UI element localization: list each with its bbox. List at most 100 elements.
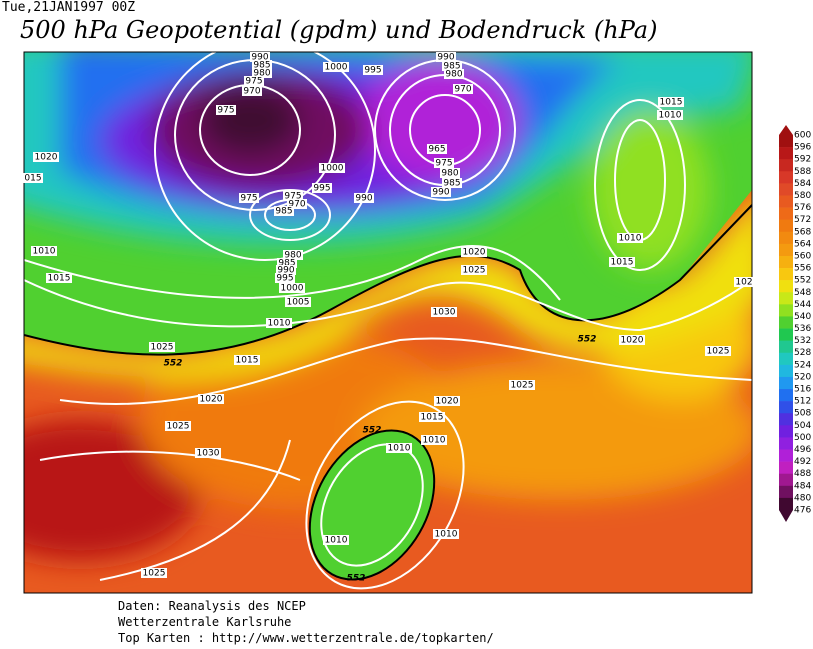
contour-label: 1025 bbox=[707, 347, 730, 357]
contour-label: 990 bbox=[277, 266, 294, 276]
contour-label: 1025 bbox=[463, 266, 486, 276]
contour-label-bg bbox=[23, 173, 43, 183]
colorbar-label: 508 bbox=[794, 409, 811, 419]
colorbar-label: 480 bbox=[794, 493, 811, 503]
contour-label: 985 bbox=[253, 61, 270, 71]
contour-label: 970 bbox=[243, 87, 260, 97]
colorbar-label: 548 bbox=[794, 288, 811, 298]
contour-label-bg bbox=[165, 421, 191, 431]
contour-label-bg bbox=[276, 265, 296, 275]
contour-label: 975 bbox=[284, 192, 301, 202]
colorbar-label: 528 bbox=[794, 348, 811, 358]
contour-label: 1020 bbox=[621, 336, 644, 346]
colorbar-swatch bbox=[779, 352, 793, 366]
colorbar-swatch bbox=[779, 425, 793, 438]
contour-label-bg bbox=[658, 97, 684, 107]
contour-label: 970 bbox=[454, 85, 471, 95]
colorbar-label: 596 bbox=[794, 143, 811, 153]
contour-label-bg bbox=[461, 247, 487, 257]
contour-label-bg bbox=[705, 346, 731, 356]
contour-label-bg bbox=[252, 60, 272, 70]
contour-label-bg bbox=[195, 448, 221, 458]
contour-label: 1020 bbox=[35, 153, 58, 163]
contour-label-bg bbox=[46, 273, 72, 283]
colorbar-swatch bbox=[779, 340, 793, 354]
contour-label: 980 bbox=[253, 69, 270, 79]
contour-label-bg bbox=[427, 144, 447, 154]
contour-label: 980 bbox=[441, 169, 458, 179]
colorbar-swatch bbox=[779, 243, 793, 257]
contour-label: 985 bbox=[443, 62, 460, 72]
contour-label: 990 bbox=[437, 53, 454, 63]
colorbar-swatch bbox=[779, 231, 793, 245]
contour-label-bg bbox=[149, 342, 175, 352]
colorbar-label: 536 bbox=[794, 324, 811, 334]
colorbar-arrow bbox=[779, 510, 793, 522]
height-label: 552 bbox=[578, 335, 597, 345]
contour-label: 1005 bbox=[287, 298, 310, 308]
contour-label-bg bbox=[244, 76, 264, 86]
colorbar-swatch bbox=[779, 304, 793, 317]
contour-label-bg bbox=[734, 277, 754, 287]
contour-label-bg bbox=[431, 187, 451, 197]
contour-label: 975 bbox=[240, 194, 257, 204]
contour-label: 1010 bbox=[388, 444, 411, 454]
height-label: 552 bbox=[363, 426, 382, 436]
contour-label-bg bbox=[440, 168, 460, 178]
colorbar-label: 552 bbox=[794, 276, 811, 286]
colorbar-label: 512 bbox=[794, 397, 811, 407]
colorbar-swatch bbox=[779, 316, 793, 329]
contour-label-bg bbox=[434, 158, 454, 168]
contour-label: 1015 bbox=[660, 98, 683, 108]
contour-label: 1015 bbox=[48, 274, 71, 284]
contour-label: 1020 bbox=[436, 397, 459, 407]
footer-line: Daten: Reanalysis des NCEP bbox=[118, 599, 306, 613]
colorbar-label: 568 bbox=[794, 227, 811, 237]
contour-label-bg bbox=[609, 257, 635, 267]
contour-label-bg bbox=[444, 69, 464, 79]
map-title: 500 hPa Geopotential (gpdm) und Bodendru… bbox=[20, 16, 657, 44]
contour-label-bg bbox=[283, 191, 303, 201]
colorbar-label: 492 bbox=[794, 457, 811, 467]
colorbar-label: 584 bbox=[794, 179, 811, 189]
colorbar-swatch bbox=[779, 485, 793, 499]
contour-label: 965 bbox=[428, 145, 445, 155]
contour-label: 990 bbox=[432, 188, 449, 198]
colorbar-swatch bbox=[779, 219, 793, 233]
colorbar-label: 496 bbox=[794, 445, 811, 455]
colorbar-label: 560 bbox=[794, 251, 811, 261]
contour-label-bg bbox=[453, 84, 473, 94]
contour-label: 985 bbox=[443, 179, 460, 189]
colorbar-swatch bbox=[779, 461, 793, 475]
colorbar-label: 484 bbox=[794, 481, 811, 491]
contour-label: 980 bbox=[445, 70, 462, 80]
contour-label-bg bbox=[419, 412, 445, 422]
contour-label: 1010 bbox=[33, 247, 56, 257]
contour-label: 015 bbox=[24, 174, 41, 184]
contour-label-bg bbox=[274, 206, 294, 216]
footer-line: Top Karten : http://www.wetterzentrale.d… bbox=[118, 631, 494, 645]
contour-label-bg bbox=[431, 307, 457, 317]
colorbar-label: 580 bbox=[794, 191, 811, 201]
contour-label: 1030 bbox=[433, 308, 456, 318]
contour-label-bg bbox=[266, 318, 292, 328]
colorbar-swatch bbox=[779, 159, 793, 172]
colorbar-label: 516 bbox=[794, 385, 811, 395]
contour-label: 985 bbox=[275, 207, 292, 217]
contour-label-bg bbox=[33, 152, 59, 162]
contour-label: 995 bbox=[364, 66, 381, 76]
contour-label: 1010 bbox=[325, 536, 348, 546]
contour-label: 990 bbox=[251, 53, 268, 63]
map-area bbox=[24, 52, 752, 593]
colorbar-label: 540 bbox=[794, 312, 811, 322]
contour-label-bg bbox=[617, 233, 643, 243]
colorbar-label: 576 bbox=[794, 203, 811, 213]
colorbar-label: 600 bbox=[794, 131, 811, 141]
colorbar-label: 572 bbox=[794, 215, 811, 225]
colorbar-label: 556 bbox=[794, 264, 811, 274]
contour-label: 1000 bbox=[325, 63, 348, 73]
colorbar-swatch bbox=[779, 255, 793, 269]
contour-label-bg bbox=[363, 65, 383, 75]
colorbar-swatch bbox=[779, 195, 793, 208]
contour-label: 980 bbox=[284, 251, 301, 261]
